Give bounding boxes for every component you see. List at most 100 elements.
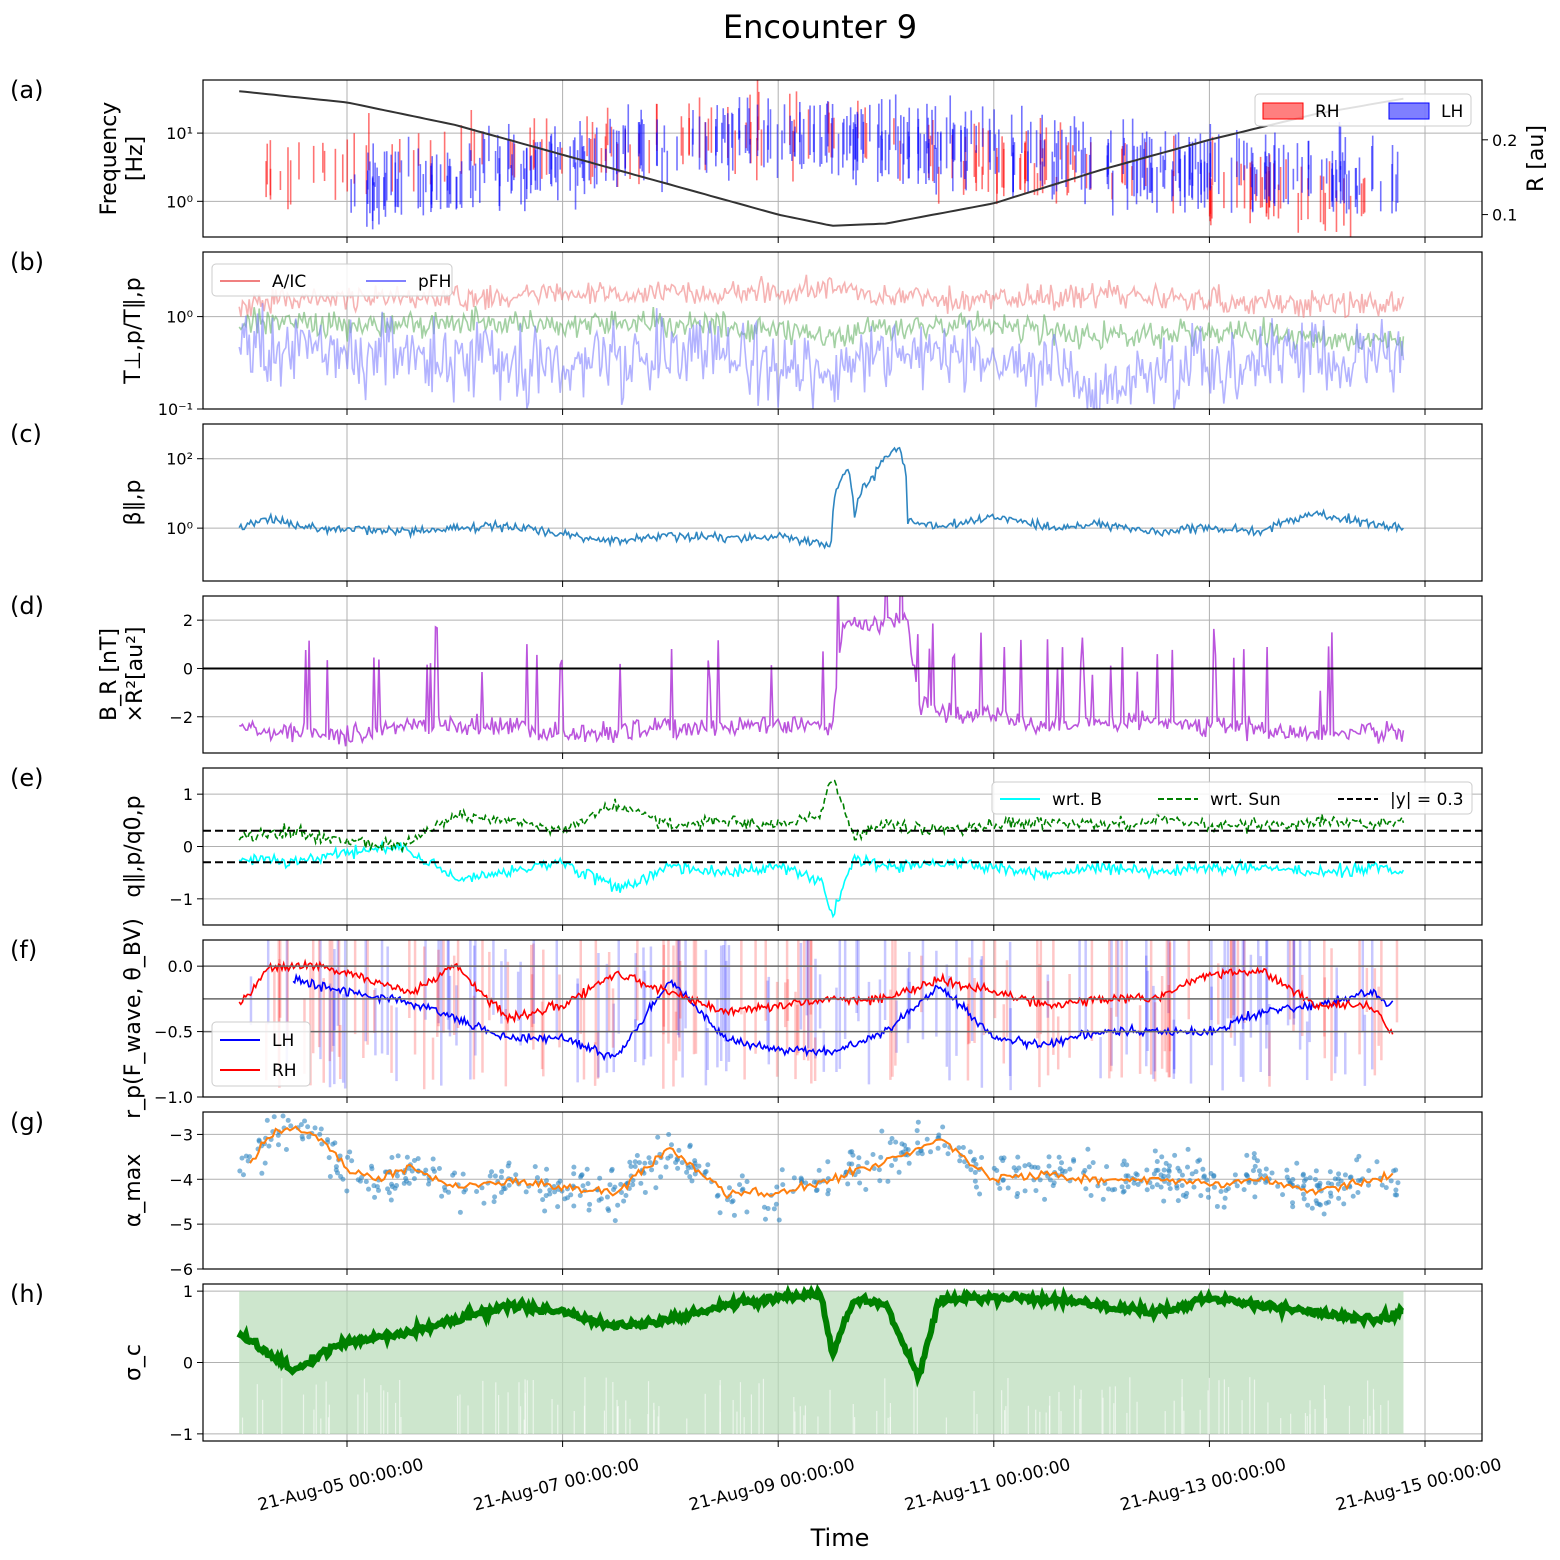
lh-bar — [574, 162, 577, 210]
alpha-point — [1179, 1172, 1185, 1178]
lh-bar — [724, 114, 726, 143]
alpha-point — [1177, 1168, 1183, 1174]
lh-bar — [1191, 172, 1193, 198]
alpha-point — [492, 1173, 498, 1179]
alpha-point — [1244, 1152, 1250, 1158]
lh-bar — [371, 178, 374, 230]
alpha-point — [1050, 1183, 1056, 1189]
lh-bar — [1371, 135, 1374, 190]
lh-bar — [862, 114, 864, 163]
alpha-point — [673, 1160, 679, 1166]
lh-bar — [369, 161, 371, 214]
r-bands — [249, 940, 1399, 1091]
alpha-point — [879, 1128, 885, 1134]
alpha-point — [1388, 1178, 1394, 1184]
lh-bar — [459, 171, 462, 205]
alpha-point — [628, 1164, 634, 1170]
rh-bar — [443, 131, 446, 182]
alpha-point — [302, 1118, 308, 1124]
rh-bar — [629, 144, 631, 179]
legend-label: |y| = 0.3 — [1390, 790, 1464, 810]
rh-bar — [1277, 184, 1280, 219]
alpha-point — [492, 1194, 498, 1200]
lh-bar — [781, 130, 783, 160]
alpha-point — [344, 1188, 350, 1194]
alpha-point — [513, 1172, 519, 1178]
alpha-point — [1120, 1189, 1126, 1195]
lh-bar — [1126, 144, 1128, 189]
x-tick-label: 21-Aug-05 00:00:00 — [256, 1455, 426, 1516]
alpha-point — [1391, 1168, 1397, 1174]
lh-bar — [1106, 155, 1109, 177]
alpha-point — [816, 1167, 822, 1173]
rh-bar — [710, 107, 713, 153]
lh-bar — [350, 179, 352, 213]
lh-bar — [705, 136, 708, 173]
rh-bar — [1024, 150, 1026, 179]
lh-bar — [1164, 131, 1167, 171]
lh-bar — [881, 131, 883, 161]
rh-bar — [346, 139, 349, 192]
lh-bar — [524, 168, 526, 212]
lh-bar — [802, 118, 805, 165]
alpha-point — [1244, 1173, 1250, 1179]
alpha-point — [1158, 1184, 1164, 1190]
alpha-point — [264, 1117, 270, 1123]
alpha-point — [1208, 1171, 1214, 1177]
lh-bar — [456, 176, 458, 209]
rh-bar — [391, 144, 393, 192]
alpha-point — [618, 1189, 624, 1195]
alpha-point — [411, 1158, 417, 1164]
legend-label: A/IC — [272, 272, 306, 292]
alpha-point — [1294, 1160, 1300, 1166]
lh-bar — [1143, 138, 1146, 190]
x-ticks — [346, 1097, 1426, 1103]
alpha-point — [979, 1155, 985, 1161]
lh-bar — [789, 115, 792, 155]
lh-bar — [1301, 157, 1303, 193]
lh-bar — [1253, 167, 1256, 195]
plot-area — [238, 446, 1404, 550]
alpha-point — [1085, 1146, 1091, 1152]
lh-bar — [483, 138, 486, 184]
lh-bar — [884, 130, 887, 171]
lh-bar — [1041, 161, 1044, 187]
lh-bar — [1029, 121, 1032, 164]
alpha-point — [547, 1187, 553, 1193]
y-axis-label: q∥,p/q0,p — [121, 795, 146, 897]
lh-bar — [721, 122, 723, 164]
rh-bar — [1173, 135, 1175, 177]
lh-bar — [574, 137, 576, 169]
lh-bar — [1292, 168, 1295, 190]
lh-bar — [993, 109, 995, 151]
alpha-point — [675, 1165, 681, 1171]
alpha-point — [1166, 1168, 1172, 1174]
rh-bar — [341, 154, 344, 183]
rh-bar — [1025, 131, 1028, 182]
alpha-point — [776, 1217, 782, 1223]
lh-bar — [1287, 152, 1290, 205]
alpha-point — [1071, 1157, 1077, 1163]
alpha-point — [642, 1189, 648, 1195]
alpha-point — [326, 1155, 332, 1161]
x-tick-label: 21-Aug-15 00:00:00 — [1334, 1455, 1504, 1516]
alpha-point — [1022, 1188, 1028, 1194]
alpha-point — [446, 1189, 452, 1195]
alpha-point — [1394, 1192, 1400, 1198]
lh-bar — [965, 160, 967, 191]
lh-bar — [1371, 145, 1373, 192]
alpha-point — [646, 1155, 652, 1161]
alpha-point — [715, 1192, 721, 1198]
y-tick-label: 10⁰ — [166, 192, 193, 211]
alpha-point — [1042, 1196, 1048, 1202]
lh-bar — [860, 109, 863, 150]
alpha-point — [597, 1175, 603, 1181]
lh-bar — [474, 163, 477, 191]
alpha-point — [1197, 1157, 1203, 1163]
lh-bar — [1089, 136, 1092, 189]
alpha-point — [611, 1187, 617, 1193]
legend-label: wrt. B — [1052, 790, 1102, 810]
lh-bar — [1263, 162, 1266, 200]
alpha-point — [1106, 1186, 1112, 1192]
alpha-point — [1312, 1176, 1318, 1182]
